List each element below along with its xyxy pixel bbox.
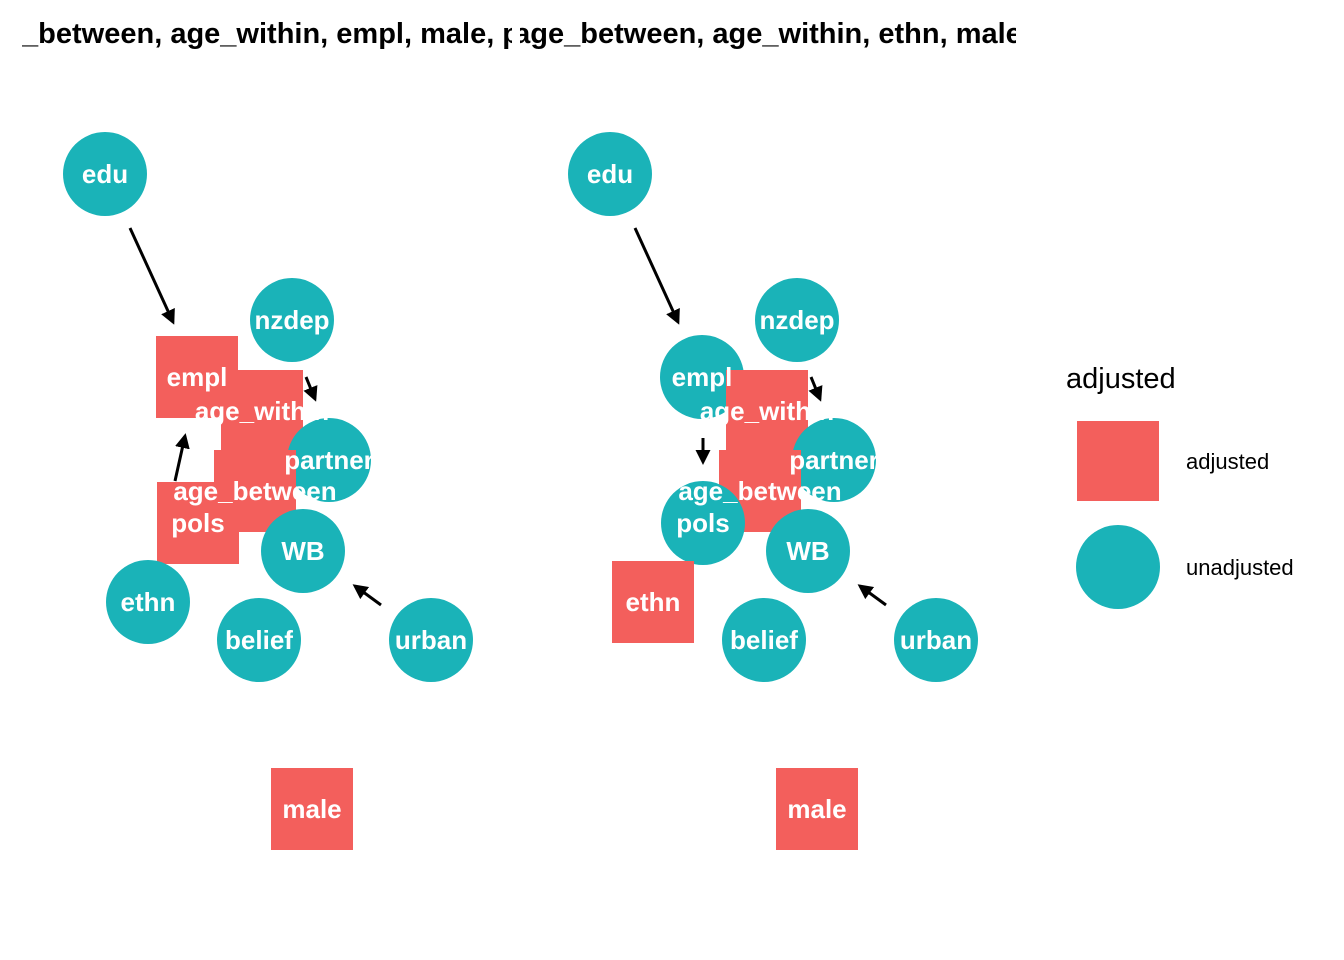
panel-left: age_between, age_within, empl, male, pol… — [0, 18, 562, 850]
node-pols-square — [157, 482, 239, 564]
node-partner-circle — [287, 418, 371, 502]
node-label-belief: belief — [730, 625, 798, 655]
panel-title: age_between, age_within, ethn, male — [514, 18, 1022, 50]
edge-pols-to-empl — [173, 433, 190, 482]
node-age_within-square — [726, 370, 808, 452]
node-label-male: male — [787, 794, 846, 824]
node-label-partner: partner — [789, 445, 879, 475]
node-label-ethn: ethn — [626, 587, 681, 617]
node-empl-circle — [660, 335, 744, 419]
edge-nzdep-to-age_within — [303, 376, 318, 402]
node-label-empl: empl — [167, 362, 228, 392]
node-label-pols: pols — [171, 508, 224, 538]
node-ethn-square — [612, 561, 694, 643]
node-belief-circle — [722, 598, 806, 682]
node-label-belief: belief — [225, 625, 293, 655]
node-label-empl: empl — [672, 362, 733, 392]
node-label-age_within: age_within — [700, 396, 834, 426]
edge-edu-to-empl — [633, 227, 680, 325]
node-male-square — [776, 768, 858, 850]
node-label-urban: urban — [900, 625, 972, 655]
node-label-nzdep: nzdep — [254, 305, 329, 335]
legend-label-adjusted: adjusted — [1186, 449, 1269, 474]
legend-key-adjusted — [1077, 421, 1159, 501]
edge-nzdep-to-age_within — [808, 376, 823, 402]
node-male-square — [271, 768, 353, 850]
edge-edu-to-empl — [128, 227, 175, 325]
node-WB-circle — [261, 509, 345, 593]
edge-urban-to-WB — [857, 584, 887, 607]
node-label-urban: urban — [395, 625, 467, 655]
node-label-age_between: age_between — [678, 476, 841, 506]
legend-key-unadjusted — [1076, 525, 1160, 609]
node-label-WB: WB — [786, 536, 829, 566]
node-urban-circle — [894, 598, 978, 682]
node-edu-circle — [63, 132, 147, 216]
edge-urban-to-WB — [352, 584, 382, 607]
legend-title: adjusted — [1066, 363, 1176, 395]
node-label-nzdep: nzdep — [759, 305, 834, 335]
node-layer: edu nzdep empl age_withinpartnerage_between… — [568, 132, 978, 850]
panel-title: age_between, age_within, empl, male, pol… — [0, 18, 562, 50]
node-urban-circle — [389, 598, 473, 682]
node-ethn-circle — [106, 560, 190, 644]
node-edu-circle — [568, 132, 652, 216]
node-label-age_between: age_between — [173, 476, 336, 506]
node-WB-circle — [766, 509, 850, 593]
legend-label-unadjusted: unadjusted — [1186, 555, 1294, 580]
node-age_within-square — [221, 370, 303, 452]
node-pols-circle — [661, 481, 745, 565]
node-label-edu: edu — [587, 159, 633, 189]
node-label-pols: pols — [676, 508, 729, 538]
panel-right: age_between, age_within, ethn, male edu n… — [514, 18, 1022, 850]
node-label-edu: edu — [82, 159, 128, 189]
node-label-age_within: age_within — [195, 396, 329, 426]
node-layer: edu nzdep empl age_withinpartnerage_between… — [63, 132, 473, 850]
node-partner-circle — [792, 418, 876, 502]
node-label-male: male — [282, 794, 341, 824]
node-label-ethn: ethn — [121, 587, 176, 617]
node-nzdep-circle — [755, 278, 839, 362]
node-belief-circle — [217, 598, 301, 682]
node-label-WB: WB — [281, 536, 324, 566]
node-nzdep-circle — [250, 278, 334, 362]
legend: adjusted adjusted unadjusted — [1066, 363, 1294, 609]
node-label-partner: partner — [284, 445, 374, 475]
